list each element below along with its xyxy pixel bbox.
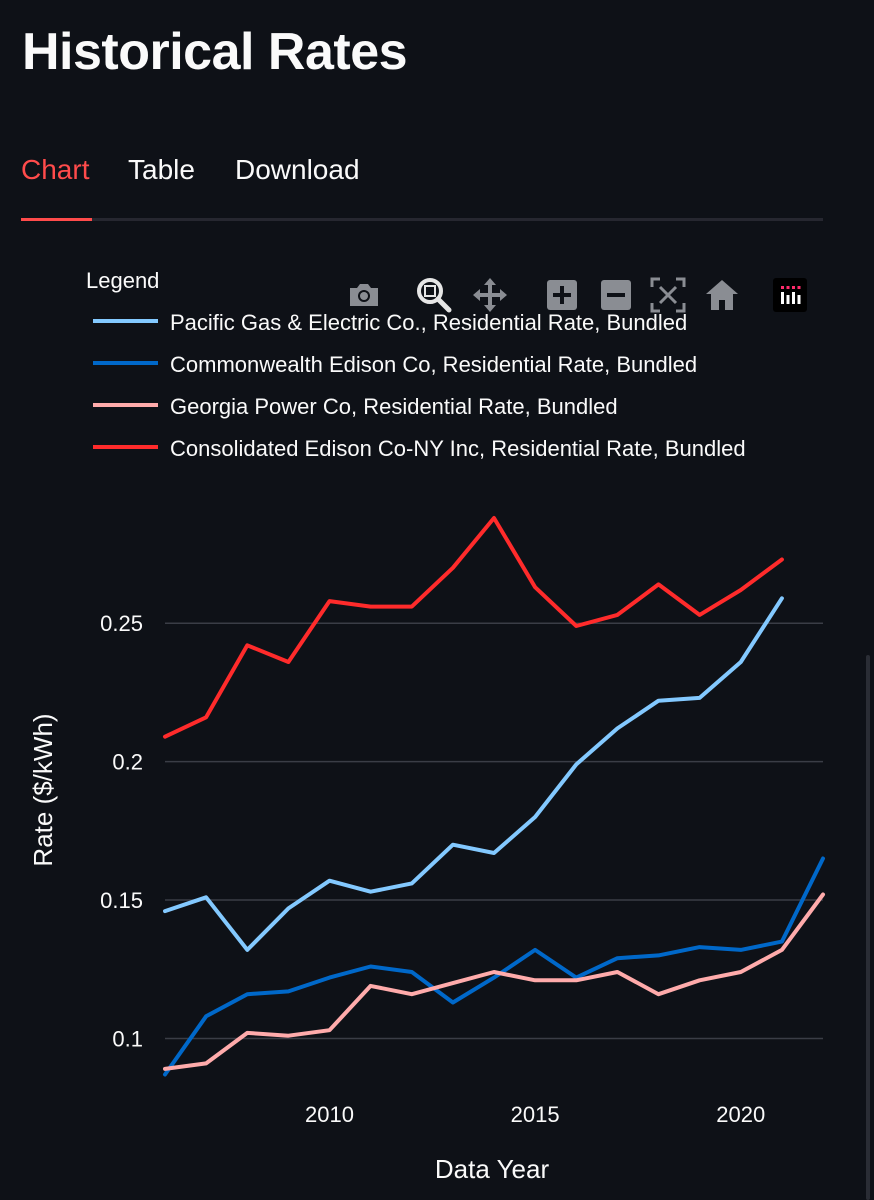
autoscale-icon[interactable] [648,274,688,316]
rates-line-chart[interactable]: 0.1 0.15 0.2 0.25 2010 2015 2020 Data Year Rate … [0,240,874,1200]
legend-title: Legend [86,268,159,293]
legend-entry-label[interactable]: Consolidated Edison Co-NY Inc, Residenti… [170,436,746,461]
legend-entry-label[interactable]: Georgia Power Co, Residential Rate, Bund… [170,394,618,419]
x-tick-label: 2015 [511,1102,560,1127]
reset-axes-icon[interactable] [702,274,742,316]
plotly-logo-icon[interactable] [770,274,810,316]
zoom-out-icon[interactable] [596,274,636,316]
y-tick-label: 0.15 [100,888,143,913]
series-line-4[interactable] [163,516,784,739]
x-tick-label: 2020 [716,1102,765,1127]
zoom-in-icon[interactable] [542,274,582,316]
x-axis-title: Data Year [435,1154,550,1184]
legend-entry-label[interactable]: Commonwealth Edison Co, Residential Rate… [170,352,697,377]
page-title: Historical Rates [22,23,408,81]
y-tick-label: 0.1 [112,1026,143,1051]
tab-bar: Chart Table Download [21,150,823,221]
tab-chart[interactable]: Chart [21,154,90,185]
y-axis-title: Rate ($/kWh) [28,713,58,866]
tab-download[interactable]: Download [235,154,360,185]
y-tick-label: 0.25 [100,611,143,636]
y-tick-label: 0.2 [112,750,143,775]
zoom-icon[interactable] [414,274,454,316]
legend-entry-label[interactable]: Pacific Gas & Electric Co., Residential … [170,310,687,335]
active-tab-indicator [21,218,92,221]
series-line-2[interactable] [163,856,825,1077]
series-line-3[interactable] [163,892,825,1071]
series-line-1[interactable] [163,596,784,952]
tab-table[interactable]: Table [128,154,195,185]
camera-icon[interactable] [344,274,384,316]
page-scrollbar[interactable] [866,655,870,1200]
x-tick-label: 2010 [305,1102,354,1127]
pan-icon[interactable] [470,274,510,316]
